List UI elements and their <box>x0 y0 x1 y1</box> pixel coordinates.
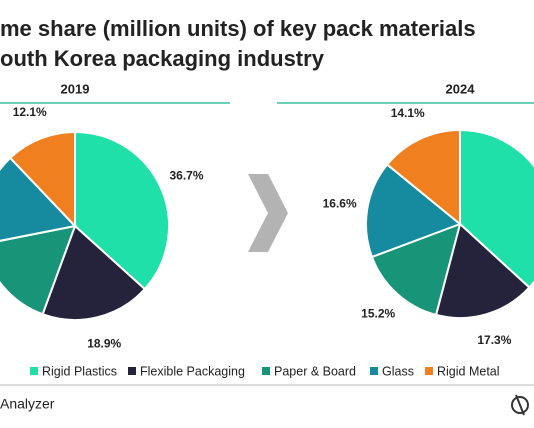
value-label: 12.1% <box>13 105 47 119</box>
legend-label: Flexible Packaging <box>140 364 245 378</box>
chart-subtitle: 2019 <box>61 81 90 96</box>
pie-slice <box>74 130 170 291</box>
pie-slice <box>8 130 76 229</box>
legend-swatch <box>262 367 270 375</box>
pie-slice <box>0 224 77 316</box>
pie-slice <box>0 156 77 242</box>
pie-slice <box>370 222 462 317</box>
pie-slice <box>459 128 534 289</box>
value-label: 36.7% <box>169 169 203 183</box>
logo <box>511 394 529 416</box>
pie-slice <box>365 163 462 259</box>
value-label: 16.6% <box>323 196 357 210</box>
chart-subtitle: 2024 <box>446 81 476 96</box>
legend-swatch <box>370 367 378 375</box>
value-label: 14.1% <box>391 106 425 120</box>
title-line: outh Korea packaging industry <box>0 46 325 71</box>
legend-swatch <box>425 367 433 375</box>
pie-slice <box>41 224 147 321</box>
legend-swatch <box>128 367 136 375</box>
legend-label: Glass <box>382 364 414 378</box>
legend-label: Rigid Metal <box>437 364 500 378</box>
arrow-icon <box>248 174 288 252</box>
pie-slice <box>385 128 461 227</box>
legend-label: Rigid Plastics <box>42 364 117 378</box>
source: Analyzer <box>0 396 55 412</box>
pie-slice <box>434 222 531 319</box>
value-label: 17.3% <box>477 333 511 347</box>
legend-swatch <box>30 367 38 375</box>
value-label: 15.2% <box>361 307 395 321</box>
legend-label: Paper & Board <box>274 364 356 378</box>
value-label: 18.9% <box>87 337 121 351</box>
title-line: me share (million units) of key pack mat… <box>0 16 476 41</box>
